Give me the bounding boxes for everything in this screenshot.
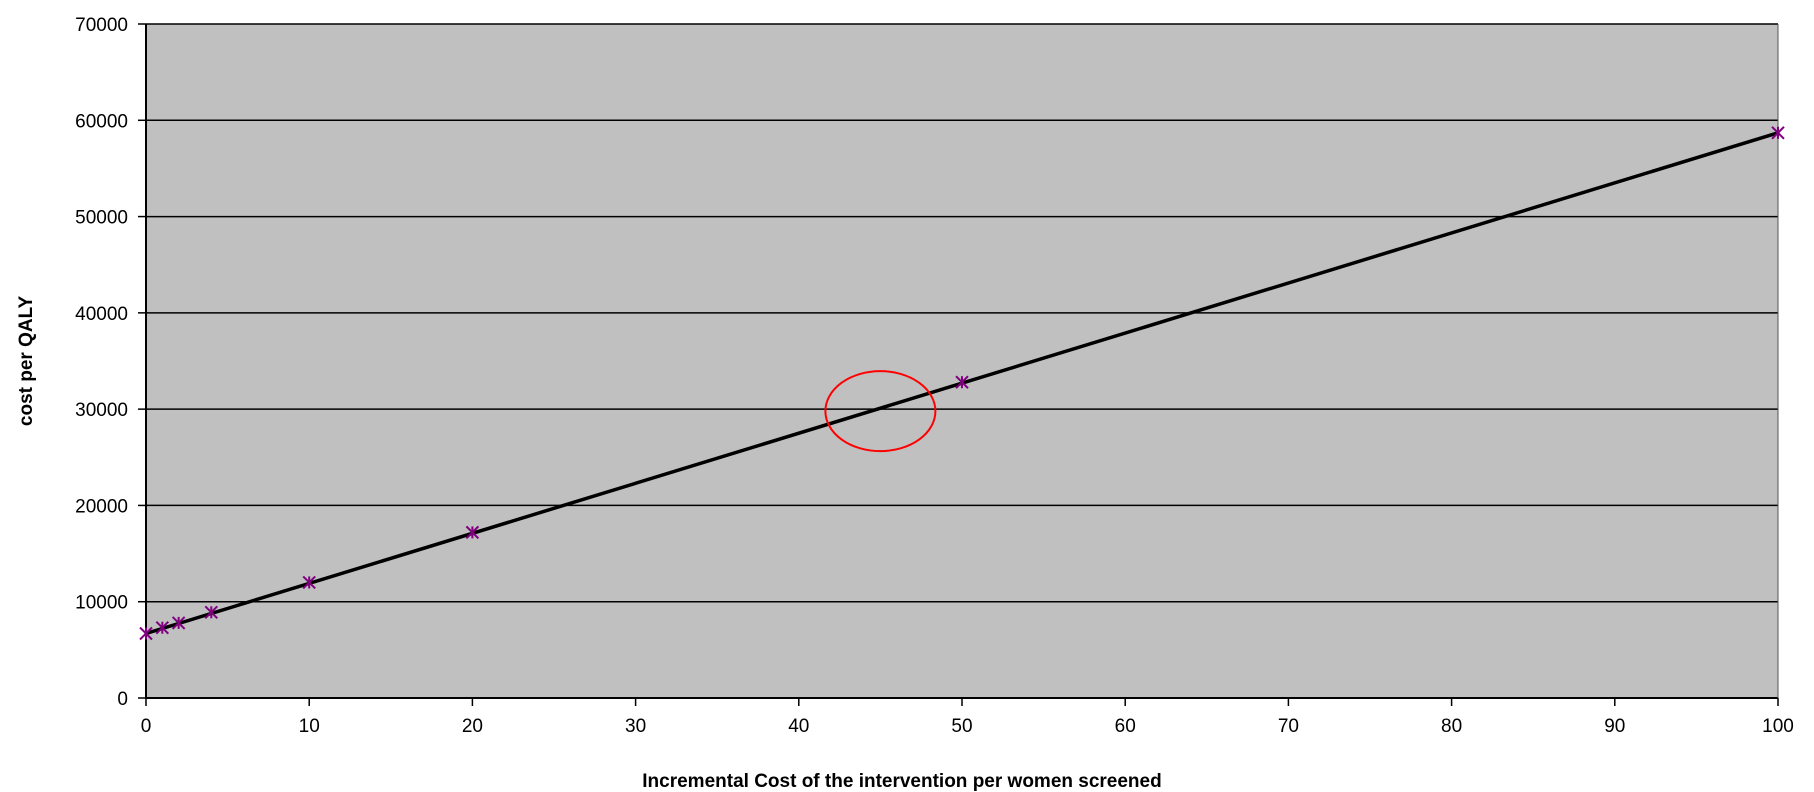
x-tick-label: 30 [625,716,646,737]
data-points [139,126,1785,641]
x-tick-label: 90 [1604,716,1625,737]
y-tick-label: 20000 [75,496,128,517]
y-tick-label: 60000 [75,111,128,132]
highlight-ellipse [824,370,937,453]
x-tick-label: 100 [1762,716,1794,737]
y-tick-label: 50000 [75,208,128,229]
x-tick-label: 10 [299,716,320,737]
data-point [955,375,969,389]
plot-area [146,24,1778,698]
x-tick-label: 40 [788,716,809,737]
x-tick-label: 50 [951,716,972,737]
x-tick-label: 80 [1441,716,1462,737]
gridlines [146,23,1778,603]
y-tick-label: 70000 [75,15,128,36]
x-axis-title: Incremental Cost of the intervention per… [642,771,1161,792]
data-point [302,575,316,590]
data-point [1771,126,1785,140]
x-axis-ticks: 0 10 20 30 40 50 60 70 80 90 100 [141,698,1794,737]
y-tick-label: 0 [117,689,128,710]
data-point [465,525,480,540]
data-point [171,616,186,630]
x-tick-label: 60 [1115,716,1136,737]
y-tick-label: 10000 [75,593,128,614]
x-tick-label: 70 [1278,716,1299,737]
y-axis-ticks: 0 10000 20000 30000 40000 50000 60000 70000 [75,15,146,710]
x-tick-label: 20 [462,716,483,737]
data-point [139,626,153,641]
data-point [155,621,170,635]
y-axis-title: cost per QALY [16,296,37,427]
y-tick-label: 30000 [75,400,128,421]
x-tick-label: 0 [141,716,152,737]
y-tick-label: 40000 [75,304,128,325]
data-point [204,605,218,620]
